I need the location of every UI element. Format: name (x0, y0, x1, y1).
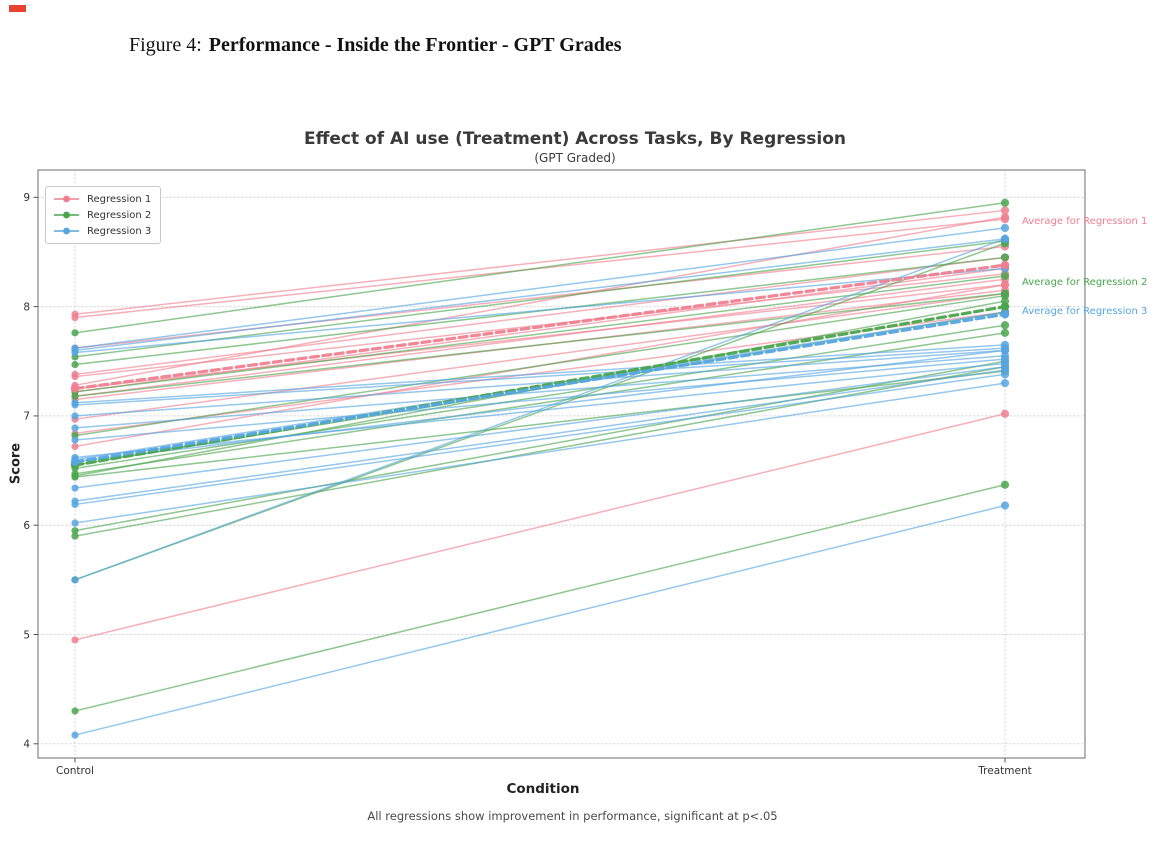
chart-footnote: All regressions show improvement in perf… (367, 809, 778, 823)
figure-caption-title: Performance - Inside the Frontier - GPT … (208, 34, 622, 56)
figure-caption-prefix: Figure 4: (129, 34, 202, 56)
series-lines-1 (74, 209, 1006, 641)
y-axis-label: Score (8, 442, 24, 485)
chart-legend: Regression 1 Regression 2 Regression 3 (45, 186, 162, 244)
average-label-regression-3: Average for Regression 3 (1022, 306, 1148, 317)
average-label-regression-1: Average for Regression 1 (1022, 216, 1148, 227)
average-line-1 (70, 260, 1010, 393)
svg-text:Control: Control (56, 765, 94, 777)
average-label-regression-2: Average for Regression 2 (1022, 277, 1148, 288)
svg-text:5: 5 (23, 629, 30, 641)
chart-title: Effect of AI use (Treatment) Across Task… (303, 129, 847, 149)
x-tick-labels: Control Treatment (56, 758, 1032, 777)
series-markers-1 (71, 206, 1010, 644)
y-tick-labels: 4 5 6 7 8 9 (23, 192, 38, 751)
legend-label: Regression 3 (87, 225, 152, 237)
gridlines (37, 169, 1086, 759)
legend-entry-regression-2: Regression 2 (53, 207, 151, 223)
page-corner-mark (9, 5, 26, 12)
series-markers-2 (71, 198, 1010, 715)
chart-subtitle: (GPT Graded) (534, 151, 616, 165)
legend-entry-regression-1: Regression 1 (53, 191, 151, 207)
legend-label: Regression 2 (87, 209, 152, 221)
svg-text:6: 6 (23, 520, 30, 532)
average-line-3 (70, 310, 1010, 467)
svg-text:7: 7 (23, 411, 30, 423)
plot-frame (37, 169, 1086, 759)
legend-line-marker-icon (54, 227, 79, 235)
svg-text:Treatment: Treatment (977, 765, 1031, 777)
legend-line-marker-icon (54, 211, 79, 219)
legend-label: Regression 1 (87, 193, 152, 205)
svg-text:8: 8 (23, 301, 30, 313)
svg-text:9: 9 (23, 192, 30, 204)
x-axis-label: Condition (506, 781, 580, 797)
legend-entry-regression-3: Regression 3 (53, 223, 151, 239)
legend-line-marker-icon (54, 195, 79, 203)
svg-text:4: 4 (23, 739, 30, 751)
figure-caption: Figure 4: Performance - Inside the Fronti… (129, 34, 622, 57)
series-lines-3 (74, 227, 1006, 736)
